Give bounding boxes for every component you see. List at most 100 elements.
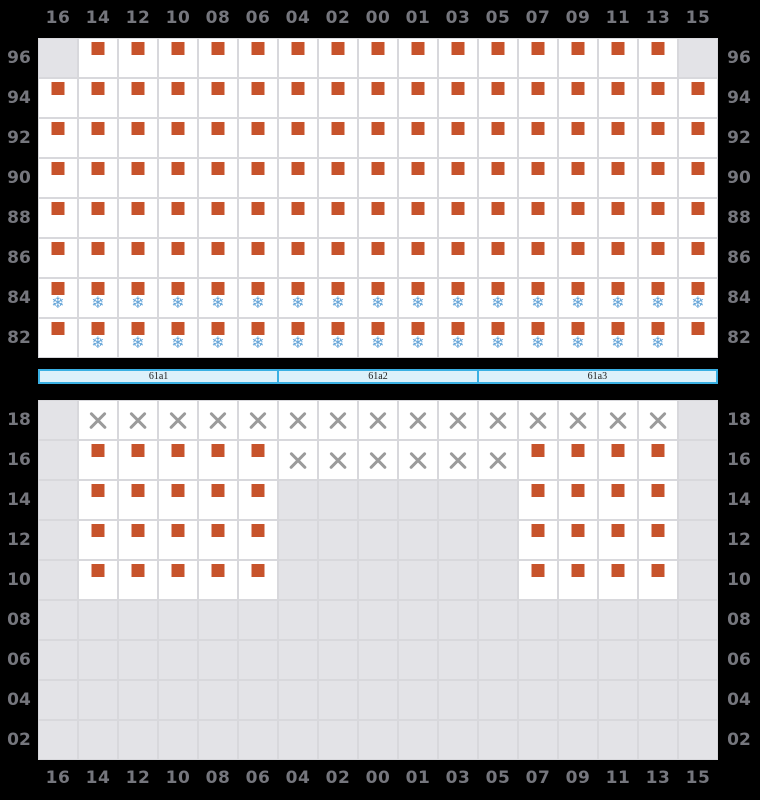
- bay-slot[interactable]: [678, 158, 718, 198]
- bay-slot[interactable]: ❄: [158, 318, 198, 358]
- bay-slot[interactable]: [358, 238, 398, 278]
- bay-slot[interactable]: [198, 520, 238, 560]
- bay-slot[interactable]: [398, 78, 438, 118]
- bay-slot[interactable]: ❄: [198, 318, 238, 358]
- bay-slot[interactable]: [598, 560, 638, 600]
- bay-slot[interactable]: [38, 318, 78, 358]
- bay-slot[interactable]: [158, 520, 198, 560]
- bay-slot[interactable]: [638, 238, 678, 278]
- bay-slot[interactable]: [198, 400, 238, 440]
- bay-slot[interactable]: [518, 158, 558, 198]
- bay-slot[interactable]: [638, 520, 678, 560]
- bay-slot[interactable]: [318, 400, 358, 440]
- bay-slot[interactable]: [358, 440, 398, 480]
- bay-slot[interactable]: [238, 560, 278, 600]
- bay-slot[interactable]: [558, 238, 598, 278]
- bay-slot[interactable]: [38, 198, 78, 238]
- bay-slot[interactable]: [638, 118, 678, 158]
- bay-slot[interactable]: [518, 78, 558, 118]
- bay-slot[interactable]: [318, 198, 358, 238]
- bay-slot[interactable]: [158, 158, 198, 198]
- bay-slot[interactable]: [38, 158, 78, 198]
- bay-slot[interactable]: [158, 440, 198, 480]
- bay-slot[interactable]: [198, 38, 238, 78]
- bay-slot[interactable]: [518, 118, 558, 158]
- bay-slot[interactable]: ❄: [518, 278, 558, 318]
- bay-slot[interactable]: ❄: [478, 318, 518, 358]
- bay-slot[interactable]: ❄: [118, 318, 158, 358]
- bay-slot[interactable]: [678, 318, 718, 358]
- bay-slot[interactable]: [158, 38, 198, 78]
- bay-slot[interactable]: [238, 520, 278, 560]
- bay-slot[interactable]: [598, 400, 638, 440]
- bay-slot[interactable]: [398, 238, 438, 278]
- bay-slot[interactable]: [158, 118, 198, 158]
- bay-slot[interactable]: [278, 400, 318, 440]
- bay-slot[interactable]: [78, 198, 118, 238]
- bay-slot[interactable]: [158, 78, 198, 118]
- bay-slot[interactable]: ❄: [398, 318, 438, 358]
- bay-slot[interactable]: [638, 198, 678, 238]
- bay-slot[interactable]: ❄: [638, 318, 678, 358]
- bay-slot[interactable]: [78, 78, 118, 118]
- bay-slot[interactable]: [278, 198, 318, 238]
- bay-slot[interactable]: [158, 400, 198, 440]
- bay-slot[interactable]: [518, 400, 558, 440]
- bay-slot[interactable]: ❄: [558, 278, 598, 318]
- bay-slot[interactable]: [278, 78, 318, 118]
- bay-slot[interactable]: [278, 158, 318, 198]
- bay-slot[interactable]: [518, 198, 558, 238]
- bay-slot[interactable]: ❄: [358, 278, 398, 318]
- bay-slot[interactable]: [238, 158, 278, 198]
- bay-slot[interactable]: [558, 520, 598, 560]
- bay-slot[interactable]: [238, 238, 278, 278]
- bay-slot[interactable]: ❄: [358, 318, 398, 358]
- bay-slot[interactable]: [238, 198, 278, 238]
- bay-slot[interactable]: ❄: [118, 278, 158, 318]
- bay-slot[interactable]: ❄: [638, 278, 678, 318]
- bay-slot[interactable]: [598, 440, 638, 480]
- bay-slot[interactable]: [638, 78, 678, 118]
- bay-slot[interactable]: ❄: [278, 278, 318, 318]
- bay-slot[interactable]: [638, 480, 678, 520]
- bay-slot[interactable]: ❄: [598, 318, 638, 358]
- bay-slot[interactable]: [358, 118, 398, 158]
- bay-slot[interactable]: ❄: [198, 278, 238, 318]
- bay-slot[interactable]: [438, 440, 478, 480]
- bay-slot[interactable]: ❄: [278, 318, 318, 358]
- bay-slot[interactable]: [198, 238, 238, 278]
- bay-slot[interactable]: [198, 158, 238, 198]
- bay-slot[interactable]: [238, 480, 278, 520]
- bay-slot[interactable]: [278, 440, 318, 480]
- bay-slot[interactable]: [318, 118, 358, 158]
- bay-slot[interactable]: [38, 78, 78, 118]
- bay-slot[interactable]: [598, 78, 638, 118]
- bay-slot[interactable]: [438, 238, 478, 278]
- bay-slot[interactable]: [118, 440, 158, 480]
- bay-slot[interactable]: [158, 238, 198, 278]
- hatch-cover-61a2[interactable]: 61a2: [277, 371, 477, 382]
- bay-slot[interactable]: [238, 78, 278, 118]
- bay-slot[interactable]: [278, 118, 318, 158]
- bay-slot[interactable]: ❄: [558, 318, 598, 358]
- bay-slot[interactable]: [558, 480, 598, 520]
- bay-slot[interactable]: [398, 38, 438, 78]
- bay-slot[interactable]: ❄: [38, 278, 78, 318]
- bay-slot[interactable]: [118, 560, 158, 600]
- bay-slot[interactable]: [438, 400, 478, 440]
- bay-slot[interactable]: [638, 400, 678, 440]
- bay-slot[interactable]: [598, 480, 638, 520]
- bay-slot[interactable]: ❄: [438, 318, 478, 358]
- bay-slot[interactable]: [398, 118, 438, 158]
- bay-slot[interactable]: [598, 520, 638, 560]
- bay-slot[interactable]: [118, 238, 158, 278]
- bay-slot[interactable]: ❄: [158, 278, 198, 318]
- bay-slot[interactable]: [118, 480, 158, 520]
- bay-slot[interactable]: [478, 400, 518, 440]
- bay-slot[interactable]: [78, 520, 118, 560]
- bay-slot[interactable]: ❄: [78, 318, 118, 358]
- bay-slot[interactable]: [78, 238, 118, 278]
- bay-slot[interactable]: [198, 480, 238, 520]
- bay-slot[interactable]: [318, 238, 358, 278]
- bay-slot[interactable]: [318, 158, 358, 198]
